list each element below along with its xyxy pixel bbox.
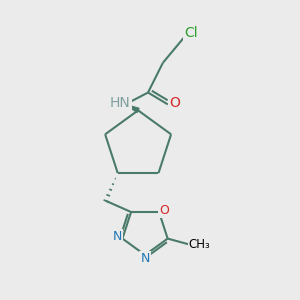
Text: HN: HN (110, 96, 131, 110)
Text: O: O (169, 96, 180, 110)
Polygon shape (125, 104, 139, 112)
Text: CH₃: CH₃ (188, 238, 210, 251)
Text: O: O (159, 203, 169, 217)
Text: Cl: Cl (184, 26, 197, 40)
Text: N: N (140, 253, 150, 266)
Text: N: N (113, 230, 122, 243)
